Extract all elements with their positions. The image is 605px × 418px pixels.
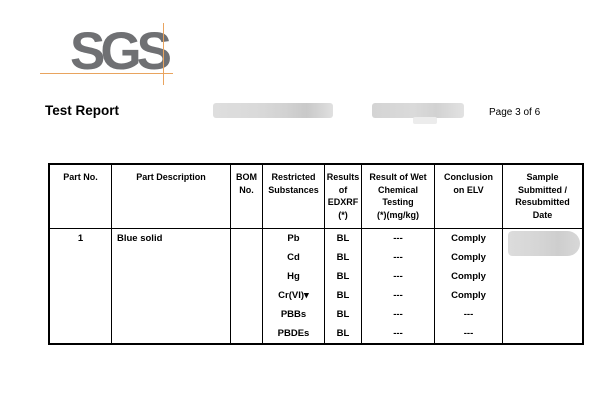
wet-chemical-result: --- <box>393 309 403 320</box>
cell-restricted-substances: Pb Cd Hg Cr(VI)▾ PBBs PBDEs <box>263 229 325 343</box>
elv-conclusion: Comply <box>451 252 486 263</box>
edxrf-result: BL <box>336 233 350 244</box>
sgs-logo: SGS <box>70 22 172 81</box>
part-description-value: Blue solid <box>117 233 163 245</box>
cell-part-description: Blue solid <box>112 229 231 343</box>
cell-edxrf-results: BL BL BL BL BL BL <box>325 229 362 343</box>
cell-wet-chemical-results: --- --- --- --- --- --- <box>362 229 435 343</box>
wet-chemical-result: --- <box>393 271 403 282</box>
col-header-conclusion-elv: Conclusion on ELV <box>435 165 503 229</box>
page-indicator: Page 3 of 6 <box>489 107 541 118</box>
redacted-sample-date-block <box>508 231 580 256</box>
elv-conclusion: --- <box>463 309 474 320</box>
elv-conclusion: Comply <box>451 290 486 301</box>
substance: Pb <box>287 233 300 244</box>
redacted-text-block-3 <box>413 117 437 124</box>
substance: PBDEs <box>277 328 310 339</box>
report-title: Test Report <box>45 103 120 118</box>
col-header-part-no: Part No. <box>50 165 112 229</box>
edxrf-result: BL <box>336 271 350 282</box>
redacted-text-block-1 <box>213 103 333 118</box>
cell-part-no: 1 <box>50 229 112 343</box>
elv-conclusion: Comply <box>451 271 486 282</box>
col-header-part-description: Part Description <box>112 165 231 229</box>
edxrf-result: BL <box>336 309 350 320</box>
cell-elv-conclusions: Comply Comply Comply Comply --- --- <box>435 229 503 343</box>
edxrf-result: BL <box>336 252 350 263</box>
substance: Cd <box>287 252 300 263</box>
wet-chemical-result: --- <box>393 233 403 244</box>
wet-chemical-result: --- <box>393 290 403 301</box>
elv-conclusion: Comply <box>451 233 486 244</box>
edxrf-result: BL <box>336 290 350 301</box>
edxrf-result: BL <box>336 328 350 339</box>
wet-chemical-result: --- <box>393 252 403 263</box>
part-no-value: 1 <box>77 233 84 245</box>
elv-conclusion: --- <box>463 328 474 339</box>
substance: Hg <box>287 271 300 282</box>
bom-no-value <box>231 229 262 248</box>
logo-crop-mark-horizontal <box>40 73 173 74</box>
substance: Cr(VI)▾ <box>278 290 309 301</box>
test-results-table: Part No. Part Description BOM No. Restri… <box>48 163 584 345</box>
col-header-bom-no: BOM No. <box>231 165 263 229</box>
col-header-sample-date: Sample Submitted / Resubmitted Date <box>503 165 582 229</box>
substance: PBBs <box>280 309 307 320</box>
wet-chemical-result: --- <box>393 328 403 339</box>
cell-bom-no <box>231 229 263 343</box>
col-header-restricted-substances: Restricted Substances <box>263 165 325 229</box>
redacted-text-block-2 <box>372 103 464 118</box>
col-header-wet-chemical-testing: Result of Wet Chemical Testing (*)(mg/kg… <box>362 165 435 229</box>
col-header-results-edxrf: Results of EDXRF (*) <box>325 165 362 229</box>
logo-crop-mark-vertical <box>163 23 164 85</box>
